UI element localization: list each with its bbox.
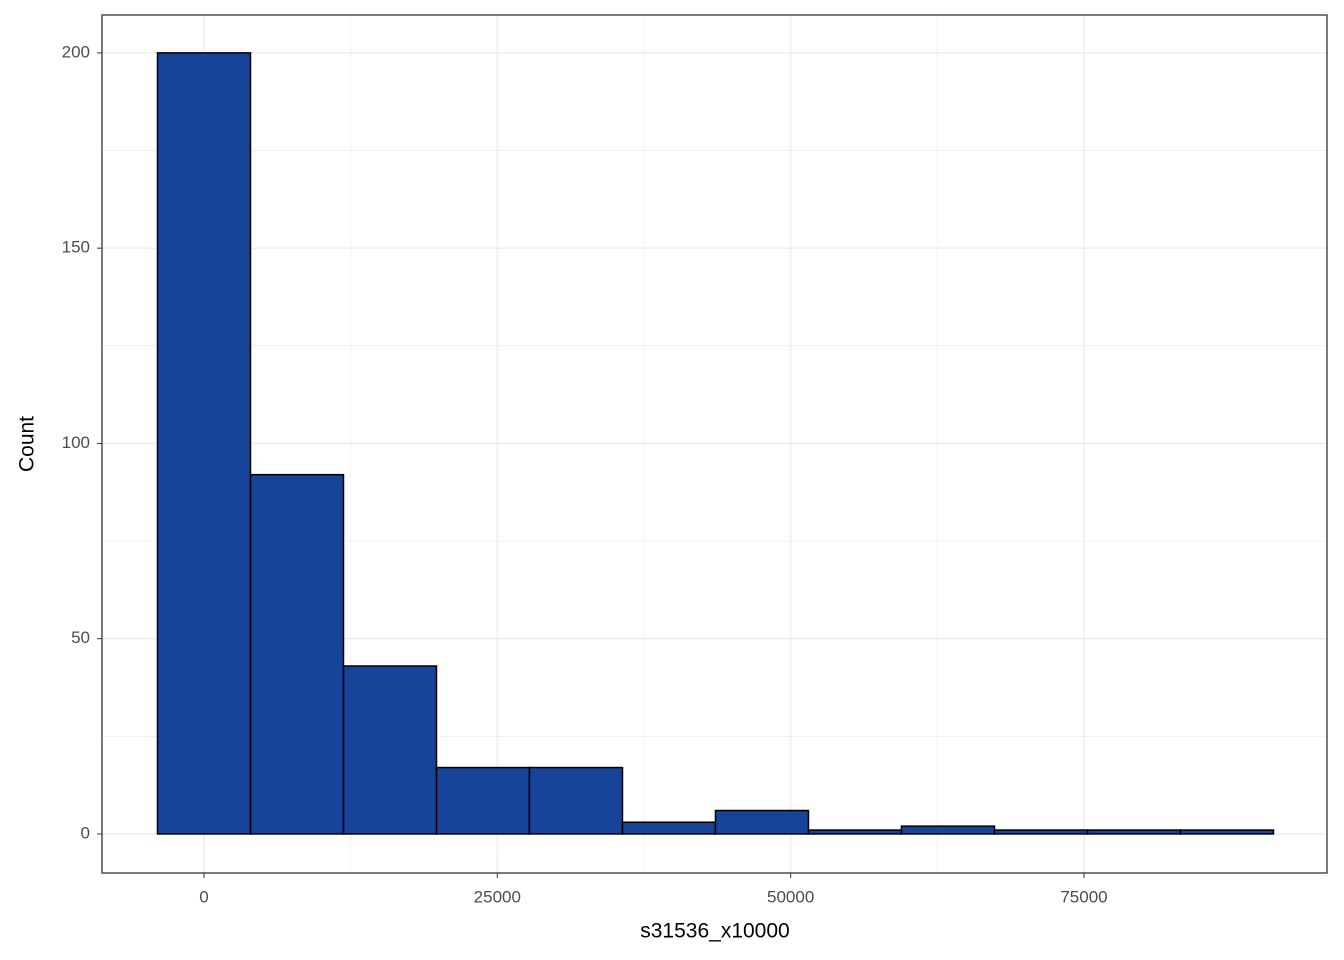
histogram-bar (249, 473, 345, 835)
y-axis-title: Count (16, 416, 39, 472)
histogram-bar (435, 766, 531, 835)
histogram-bar (900, 825, 996, 835)
x-tick-label: 50000 (767, 887, 814, 906)
histogram-bar (528, 766, 624, 835)
histogram-bar (1086, 829, 1182, 835)
x-tick-label: 0 (199, 887, 208, 906)
y-tick-label: 50 (71, 628, 90, 647)
histogram-bar (1179, 829, 1275, 835)
y-tick-label: 150 (62, 238, 90, 257)
y-tick-label: 100 (62, 433, 90, 452)
histogram-bar (156, 52, 252, 835)
histogram-bar (714, 809, 810, 835)
panel-border (101, 14, 1328, 874)
y-tick-label: 0 (81, 823, 90, 842)
x-axis-title: s31536_x10000 (640, 920, 789, 943)
histogram-bar (993, 829, 1089, 835)
x-tick-label: 25000 (474, 887, 521, 906)
histogram-bar (807, 829, 903, 835)
histogram-bar (342, 665, 438, 835)
histogram-bar (621, 821, 717, 835)
x-tick-label: 75000 (1060, 887, 1107, 906)
y-tick-label: 200 (62, 42, 90, 61)
